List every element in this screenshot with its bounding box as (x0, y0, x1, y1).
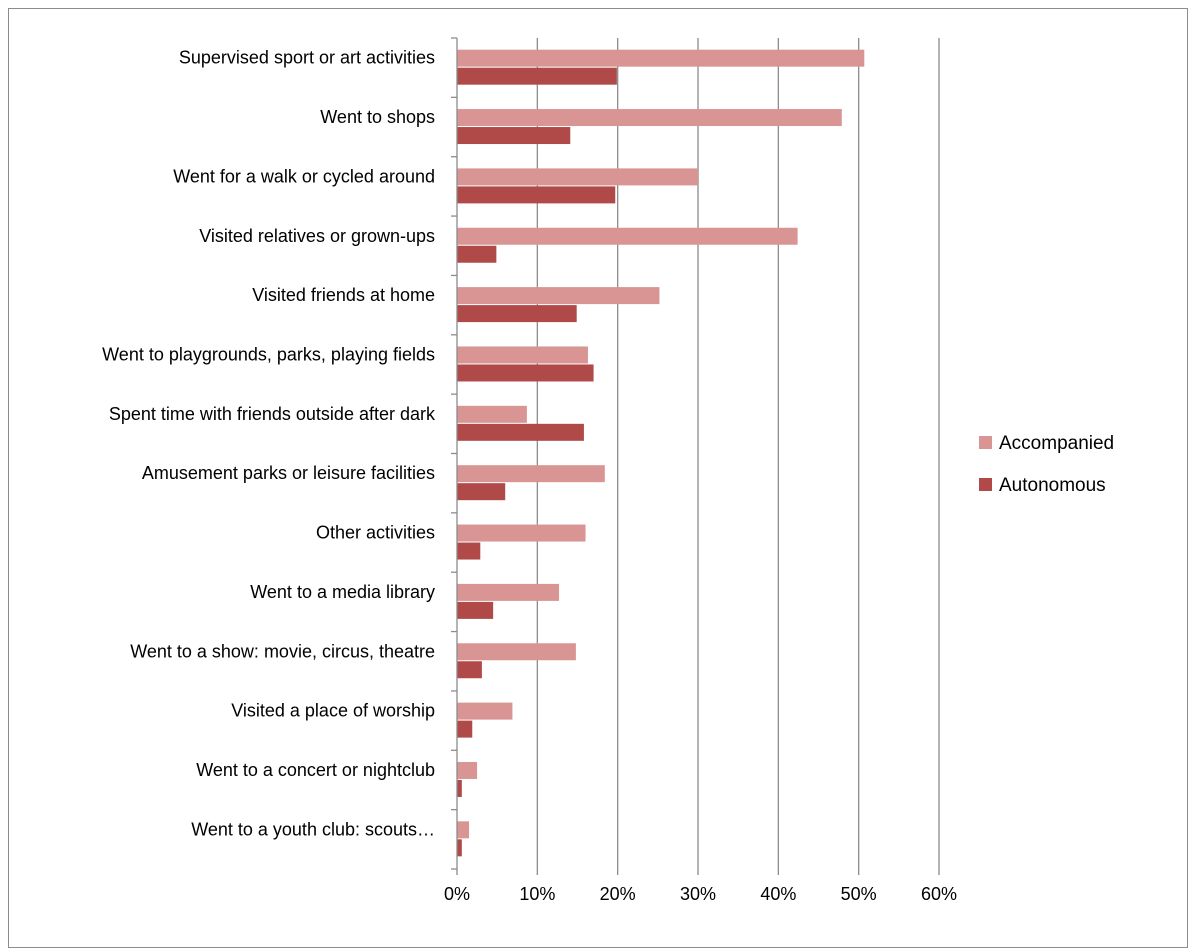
bar-accompanied (457, 109, 842, 127)
bar-chart: Supervised sport or art activities Went t… (102, 37, 1114, 904)
bar-autonomous (457, 186, 616, 204)
legend-swatch (979, 478, 992, 491)
category-label: Went to a youth club: scouts… (191, 819, 435, 839)
bar-autonomous (457, 364, 594, 382)
x-tick-label: 40% (760, 884, 796, 904)
category-label: Went to a show: movie, circus, theatre (130, 641, 435, 661)
category-label: Went to playgrounds, parks, playing fiel… (102, 344, 435, 364)
category-labels: Supervised sport or art activities Went t… (102, 48, 436, 840)
bar-accompanied (457, 702, 513, 720)
axes (451, 37, 940, 875)
bar-autonomous (457, 127, 571, 145)
bar-autonomous (457, 661, 482, 679)
gridlines (536, 38, 940, 869)
category-label: Amusement parks or leisure facilities (142, 463, 435, 483)
chart-frame: Supervised sport or art activities Went t… (8, 8, 1188, 948)
x-tick-label: 0% (444, 884, 470, 904)
category-label: Visited relatives or grown-ups (199, 226, 435, 246)
bar-autonomous (457, 839, 462, 857)
bar-autonomous (457, 305, 577, 323)
category-label: Went to a media library (250, 582, 435, 602)
category-label: Went for a walk or cycled around (173, 166, 435, 186)
bar-accompanied (457, 821, 470, 839)
bar-autonomous (457, 779, 462, 797)
category-label: Spent time with friends outside after da… (109, 404, 436, 424)
bar-accompanied (457, 227, 798, 245)
bars (457, 49, 865, 857)
category-label: Visited friends at home (252, 285, 435, 305)
category-label: Went to a concert or nightclub (196, 760, 435, 780)
category-label: Visited a place of worship (231, 701, 435, 721)
bar-accompanied (457, 643, 576, 661)
legend: Accompanied Autonomous (979, 433, 1114, 496)
x-tick-label: 10% (519, 884, 555, 904)
bar-autonomous (457, 483, 506, 501)
category-label: Supervised sport or art activities (179, 48, 435, 68)
legend-swatch (979, 436, 992, 449)
x-tick-label: 50% (841, 884, 877, 904)
bar-accompanied (457, 168, 698, 186)
x-tick-label: 30% (680, 884, 716, 904)
legend-label: Autonomous (999, 475, 1106, 496)
bar-accompanied (457, 761, 478, 779)
bar-autonomous (457, 423, 584, 441)
bar-autonomous (457, 720, 473, 738)
legend-label: Accompanied (999, 433, 1114, 454)
bar-autonomous (457, 245, 497, 263)
bar-accompanied (457, 583, 560, 601)
x-tick-label: 60% (921, 884, 957, 904)
bar-accompanied (457, 287, 660, 305)
bar-accompanied (457, 465, 605, 483)
x-tick-label: 20% (600, 884, 636, 904)
bar-autonomous (457, 601, 494, 619)
category-label: Went to shops (320, 107, 435, 127)
tick-labels: 0% 10% 20% 30% 40% 50% 60% (444, 884, 957, 904)
bar-accompanied (457, 405, 527, 423)
bar-autonomous (457, 542, 481, 560)
bar-autonomous (457, 67, 617, 85)
category-label: Other activities (316, 523, 435, 543)
bar-accompanied (457, 346, 588, 364)
bar-accompanied (457, 524, 586, 542)
bar-accompanied (457, 49, 865, 67)
